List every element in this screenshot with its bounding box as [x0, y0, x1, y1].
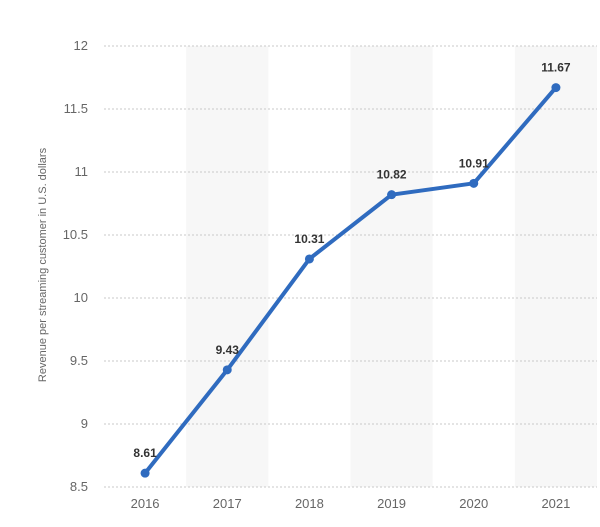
x-tick-label: 2020 — [459, 496, 488, 511]
x-tick-label: 2017 — [213, 496, 242, 511]
data-point-2021 — [551, 83, 561, 93]
series-line — [143, 85, 558, 476]
data-point-2020 — [469, 178, 479, 188]
y-axis-ticks: 8.5 9 9.5 10 10.5 11 11.5 12 — [63, 38, 88, 494]
y-tick-label: 9.5 — [70, 353, 88, 368]
x-tick-label: 2021 — [541, 496, 570, 511]
y-tick-label: 11 — [75, 164, 89, 179]
data-point-2017 — [222, 365, 232, 375]
band-2017 — [186, 46, 269, 487]
data-label-2018: 10.31 — [294, 232, 324, 246]
data-label-2016: 8.61 — [133, 446, 157, 460]
y-axis-label: Revenue per streaming customer in U.S. d… — [37, 147, 49, 382]
data-label-2021: 11.67 — [541, 61, 571, 75]
data-label-2019: 10.82 — [377, 168, 407, 182]
data-label-2020: 10.91 — [459, 156, 489, 170]
y-tick-label: 8.5 — [70, 479, 88, 494]
y-tick-label: 12 — [74, 38, 88, 53]
band-2019 — [350, 46, 433, 487]
data-points — [140, 83, 561, 478]
x-tick-label: 2018 — [295, 496, 324, 511]
band-2021 — [514, 46, 597, 487]
x-tick-label: 2016 — [131, 496, 160, 511]
data-labels: 8.61 9.43 10.31 10.82 10.91 11.67 — [133, 61, 571, 461]
y-tick-label: 10.5 — [63, 227, 88, 242]
x-axis-ticks: 2016 2017 2018 2019 2020 2021 — [131, 496, 571, 511]
data-point-2018 — [304, 254, 314, 264]
y-tick-label: 11.5 — [64, 101, 88, 116]
x-tick-label: 2019 — [377, 496, 406, 511]
data-point-2016 — [140, 468, 150, 478]
data-label-2017: 9.43 — [216, 343, 240, 357]
y-tick-label: 9 — [81, 416, 88, 431]
data-point-2019 — [387, 190, 397, 200]
y-tick-label: 10 — [74, 290, 88, 305]
